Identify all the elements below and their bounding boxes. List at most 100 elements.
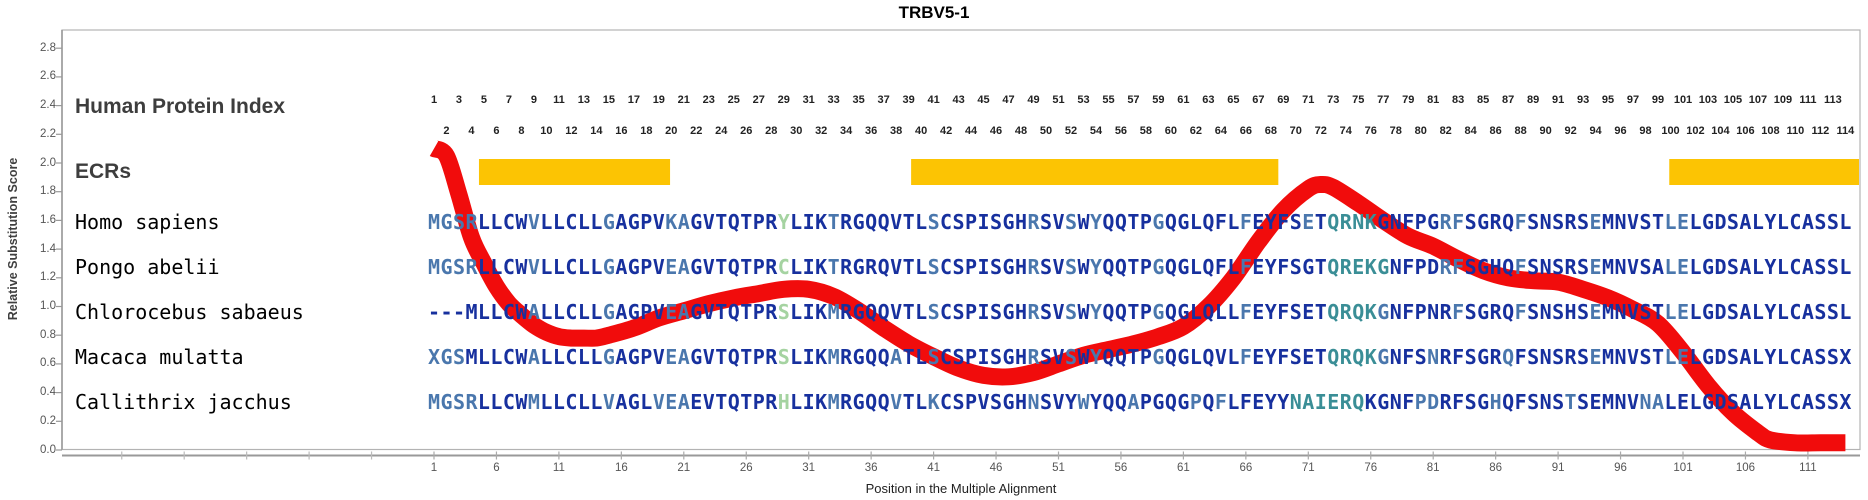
sequence-letter: E bbox=[1327, 390, 1340, 414]
sequence-letter: S bbox=[1464, 345, 1477, 369]
sequence-letter: S bbox=[1814, 345, 1827, 369]
sequence-letter: L bbox=[1664, 345, 1677, 369]
sequence-letter: Q bbox=[1102, 255, 1115, 279]
sequence-letter: Q bbox=[727, 300, 740, 324]
sequence-letter: S bbox=[1577, 300, 1590, 324]
sequence-letter: P bbox=[965, 210, 978, 234]
sequence-letter: M bbox=[427, 390, 441, 414]
sequence-letter: A bbox=[677, 345, 690, 369]
sequence-letter: A bbox=[1302, 390, 1315, 414]
sequence-letter: V bbox=[1627, 345, 1640, 369]
sequence-letter: D bbox=[1714, 255, 1727, 279]
sequence-letter: Q bbox=[727, 390, 740, 414]
sequence-letter: N bbox=[1427, 300, 1440, 324]
sequence-letter: G bbox=[1477, 345, 1490, 369]
hpi-even-number: 14 bbox=[590, 125, 603, 137]
sequence-letter: A bbox=[1739, 210, 1752, 234]
sequence-letter: E bbox=[1589, 210, 1602, 234]
sequence-letter: I bbox=[977, 255, 990, 279]
sequence-letter: K bbox=[1364, 255, 1377, 279]
sequence-letter: T bbox=[902, 390, 915, 414]
sequence-letter: D bbox=[1427, 390, 1440, 414]
sequence-letter: L bbox=[1189, 255, 1202, 279]
sequence-letter: C bbox=[565, 255, 578, 279]
sequence-letter: S bbox=[1527, 255, 1540, 279]
sequence-letter: S bbox=[1826, 300, 1839, 324]
sequence-letter: L bbox=[915, 210, 928, 234]
sequence-letter: V bbox=[602, 390, 615, 414]
hpi-odd-number: 109 bbox=[1773, 94, 1793, 106]
sequence-letter: I bbox=[802, 210, 815, 234]
sequence-letter: P bbox=[965, 255, 978, 279]
sequence-letter: K bbox=[815, 255, 828, 279]
sequence-letter: L bbox=[1689, 345, 1702, 369]
sequence-letter: Q bbox=[1102, 300, 1115, 324]
hpi-odd-number: 71 bbox=[1302, 94, 1315, 106]
sequence-letter: G bbox=[852, 300, 865, 324]
sequence-letter: I bbox=[977, 345, 990, 369]
sequence-letter: R bbox=[1564, 255, 1577, 279]
sequence-letter: H bbox=[777, 390, 790, 414]
sequence-letter: G bbox=[690, 255, 703, 279]
hpi-odd-number: 33 bbox=[827, 94, 840, 106]
y-tick-label: 1.0 bbox=[40, 300, 56, 312]
sequence-letter: N bbox=[1389, 345, 1402, 369]
hpi-odd-number: 77 bbox=[1377, 94, 1390, 106]
sequence-letter: C bbox=[565, 300, 578, 324]
hpi-odd-number: 51 bbox=[1052, 94, 1065, 106]
sequence-letter: L bbox=[1776, 390, 1789, 414]
sequence-letter: S bbox=[1289, 210, 1302, 234]
sequence-letter: A bbox=[615, 345, 628, 369]
sequence-letter: C bbox=[940, 255, 953, 279]
sequence-letter: P bbox=[1414, 390, 1427, 414]
sequence-letter: K bbox=[1364, 210, 1377, 234]
sequence-letter: L bbox=[915, 255, 928, 279]
sequence-letter: I bbox=[977, 210, 990, 234]
hpi-even-number: 114 bbox=[1836, 125, 1855, 137]
sequence-letter: K bbox=[815, 300, 828, 324]
sequence-letter: S bbox=[1289, 345, 1302, 369]
x-tick-label: 1 bbox=[430, 462, 438, 474]
sequence-letter: C bbox=[1789, 300, 1802, 324]
sequence-letter: S bbox=[1289, 255, 1302, 279]
sequence-letter: C bbox=[1789, 390, 1802, 414]
sequence-letter: G bbox=[1701, 210, 1714, 234]
sequence-letter: P bbox=[752, 255, 765, 279]
sequence-letter: F bbox=[1514, 300, 1527, 324]
sequence-letter: H bbox=[1014, 210, 1028, 234]
sequence-letter: S bbox=[1527, 210, 1540, 234]
sequence-letter: P bbox=[1414, 255, 1427, 279]
sequence-letter: G bbox=[1002, 390, 1015, 414]
sequence-letter: R bbox=[840, 345, 853, 369]
sequence-letter: L bbox=[1664, 210, 1677, 234]
sequence-letter: V bbox=[890, 300, 903, 324]
sequence-letter: L bbox=[577, 300, 590, 324]
sequence-letter: Q bbox=[1164, 255, 1177, 279]
sequence-letter: E bbox=[1352, 255, 1365, 279]
sequence-letter: F bbox=[1514, 210, 1527, 234]
sequence-letter: R bbox=[1339, 300, 1352, 324]
hpi-odd-number: 55 bbox=[1102, 94, 1115, 106]
sequence-letter: S bbox=[1814, 390, 1827, 414]
sequence-letter: A bbox=[1801, 210, 1814, 234]
sequence-letter: V bbox=[652, 300, 665, 324]
sequence-letter: G bbox=[1002, 300, 1015, 324]
sequence-letter: L bbox=[540, 390, 553, 414]
sequence-letter: A bbox=[1739, 345, 1752, 369]
sequence-letter: S bbox=[1464, 300, 1477, 324]
hpi-even-number: 58 bbox=[1139, 125, 1153, 137]
hpi-even-number: 40 bbox=[914, 125, 928, 137]
hpi-odd-number: 101 bbox=[1673, 94, 1693, 106]
sequence-letter: E bbox=[1589, 390, 1602, 414]
hpi-odd-number: 23 bbox=[702, 94, 715, 106]
sequence-letter: V bbox=[890, 390, 903, 414]
sequence-letter: E bbox=[1676, 345, 1690, 369]
sequence-letter: X bbox=[427, 345, 441, 369]
sequence-letter: L bbox=[1189, 300, 1202, 324]
sequence-letter: F bbox=[1277, 210, 1290, 234]
sequence-letter: E bbox=[665, 300, 678, 324]
sequence-letter: L bbox=[1689, 300, 1702, 324]
sequence-letter: T bbox=[715, 300, 728, 324]
sequence-letter: L bbox=[1776, 210, 1789, 234]
sequence-letter: L bbox=[1839, 300, 1852, 324]
